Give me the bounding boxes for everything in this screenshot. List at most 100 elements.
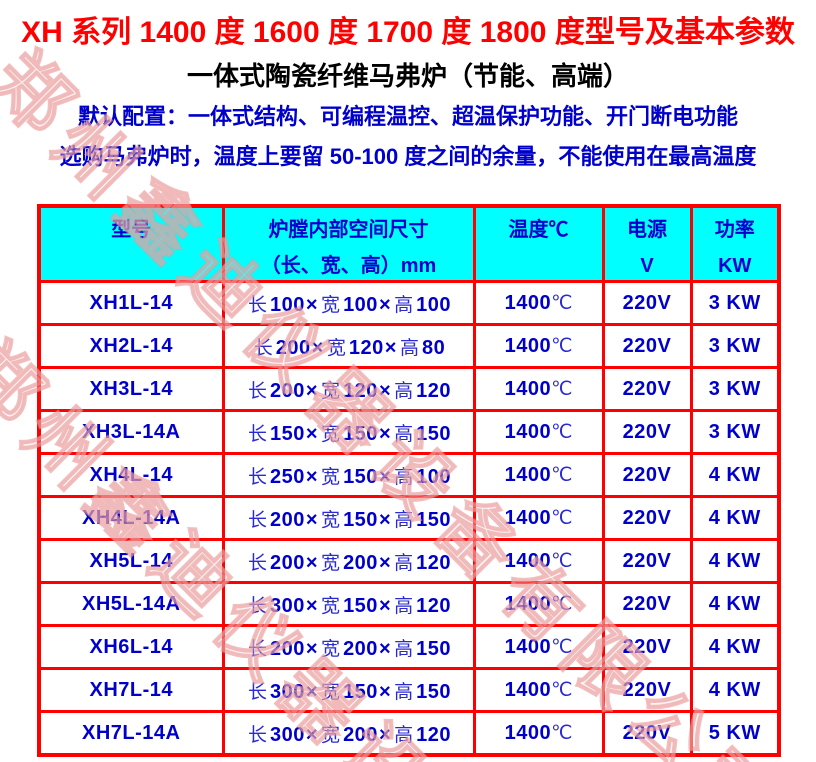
height-label: 高 [394, 552, 414, 574]
temperature-value: 1400 [504, 291, 552, 314]
height-value: 100 [416, 465, 452, 488]
times-sign: × [378, 508, 392, 531]
length-label: 长 [247, 552, 267, 574]
model-cell: XH7L-14 [37, 667, 225, 713]
table-row: XH2L-14 长 200× 宽 120× 高 80 1400℃ 220V 3 KW [37, 323, 781, 369]
celsius-unit: ℃ [551, 679, 573, 701]
voltage-cell: 220V [601, 624, 693, 670]
col-header-model-label: 型号 [111, 219, 152, 241]
times-sign: × [305, 379, 319, 402]
celsius-unit: ℃ [551, 722, 573, 744]
width-label: 宽 [321, 423, 341, 445]
width-label: 宽 [321, 595, 341, 617]
length-label: 长 [247, 595, 267, 617]
height-value: 80 [421, 336, 446, 359]
power-cell: 4 KW [689, 452, 781, 498]
model-cell: XH7L-14A [37, 710, 225, 757]
power-cell: 4 KW [689, 624, 781, 670]
length-label: 长 [247, 724, 267, 746]
dimensions-cell: 长 200× 宽 150× 高 150 [221, 495, 476, 541]
dimensions-cell: 长 200× 宽 200× 高 150 [221, 624, 476, 670]
length-label: 长 [247, 380, 267, 402]
height-label: 高 [394, 466, 414, 488]
power-cell: 4 KW [689, 581, 781, 627]
power-cell: 4 KW [689, 667, 781, 713]
height-value: 120 [416, 379, 452, 402]
times-sign: × [311, 336, 324, 359]
temperature-cell: 1400℃ [472, 538, 605, 584]
col-header-chamber-size: 炉膛内部空间尺寸 （长、宽、高）mm [221, 204, 476, 283]
power-cell: 4 KW [689, 538, 781, 584]
col-header-power-label: 功率 [714, 219, 755, 241]
height-label: 高 [394, 380, 414, 402]
height-label: 高 [394, 595, 414, 617]
width-value: 200 [343, 637, 378, 660]
temperature-value: 1400 [504, 635, 552, 658]
power-cell: 3 KW [689, 280, 781, 326]
power-cell: 3 KW [689, 323, 781, 369]
col-header-chamber-size-label: 炉膛内部空间尺寸 [268, 219, 429, 241]
times-sign: × [305, 465, 319, 488]
temperature-cell: 1400℃ [472, 710, 605, 757]
col-header-voltage: 电源 V [601, 204, 693, 283]
celsius-unit: ℃ [551, 636, 573, 658]
celsius-unit: ℃ [551, 292, 573, 314]
power-cell: 3 KW [689, 409, 781, 455]
table-row: XH5L-14A 长 300× 宽 150× 高 120 1400℃ 220V 4 KW [37, 581, 781, 627]
width-label: 宽 [321, 638, 341, 660]
times-sign: × [378, 551, 392, 574]
temperature-cell: 1400℃ [472, 452, 605, 498]
times-sign: × [305, 508, 319, 531]
height-label: 高 [399, 337, 419, 359]
voltage-cell: 220V [601, 280, 693, 326]
length-value: 250 [269, 465, 305, 488]
dimensions-cell: 长 300× 宽 150× 高 150 [221, 667, 476, 713]
dimensions-cell: 长 200× 宽 120× 高 80 [221, 323, 476, 369]
width-label: 宽 [321, 681, 341, 703]
width-value: 200 [343, 551, 378, 574]
times-sign: × [378, 293, 392, 316]
length-value: 200 [275, 336, 311, 359]
width-label: 宽 [321, 724, 341, 746]
celsius-unit: ℃ [551, 335, 573, 357]
times-sign: × [378, 680, 392, 703]
length-value: 150 [269, 422, 305, 445]
width-label: 宽 [321, 552, 341, 574]
page-subtitle: 一体式陶瓷纤维马弗炉（节能、高端） [186, 61, 629, 91]
times-sign: × [305, 680, 319, 703]
model-cell: XH5L-14A [37, 581, 225, 627]
width-value: 120 [348, 336, 384, 359]
voltage-cell: 220V [601, 581, 693, 627]
celsius-unit: ℃ [551, 421, 573, 443]
length-value: 300 [269, 723, 305, 746]
table-row: XH3L-14 长 200× 宽 120× 高 120 1400℃ 220V 3 KW [37, 366, 781, 412]
times-sign: × [378, 723, 392, 746]
temperature-cell: 1400℃ [472, 581, 605, 627]
spec-table-header: 型号 炉膛内部空间尺寸 （长、宽、高）mm 温度℃ 电源 V 功率 KW [37, 204, 781, 283]
length-value: 200 [269, 637, 305, 660]
voltage-cell: 220V [601, 667, 693, 713]
times-sign: × [378, 422, 392, 445]
col-header-power: 功率 KW [689, 204, 781, 283]
celsius-unit: ℃ [551, 550, 573, 572]
height-value: 150 [416, 508, 452, 531]
height-label: 高 [394, 638, 414, 660]
power-cell: 3 KW [689, 366, 781, 412]
dimensions-cell: 长 150× 宽 150× 高 150 [221, 409, 476, 455]
voltage-cell: 220V [601, 323, 693, 369]
length-label: 长 [247, 681, 267, 703]
width-label: 宽 [321, 294, 341, 316]
height-value: 120 [416, 723, 452, 746]
celsius-unit: ℃ [551, 593, 573, 615]
temperature-value: 1400 [504, 377, 552, 400]
dimensions-cell: 长 200× 宽 200× 高 120 [221, 538, 476, 584]
times-sign: × [378, 637, 392, 660]
width-label: 宽 [321, 380, 341, 402]
height-value: 100 [416, 293, 452, 316]
temperature-value: 1400 [504, 506, 552, 529]
temperature-cell: 1400℃ [472, 280, 605, 326]
length-label: 长 [247, 294, 267, 316]
times-sign: × [305, 422, 319, 445]
length-label: 长 [253, 337, 273, 359]
length-label: 长 [247, 466, 267, 488]
